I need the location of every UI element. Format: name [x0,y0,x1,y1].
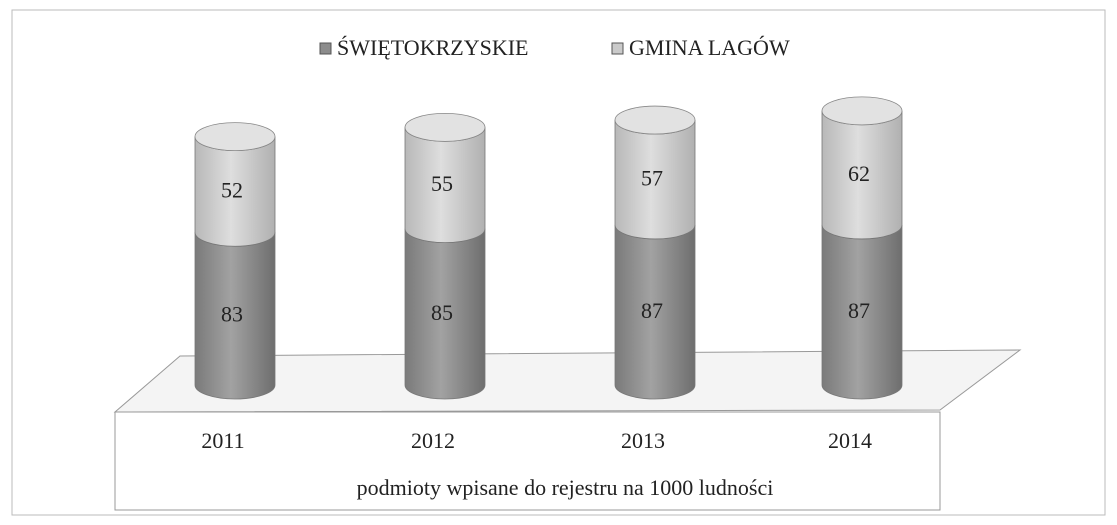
x-tick-label: 2014 [828,428,872,453]
cylinder-cap [194,122,276,152]
data-label: 85 [431,300,453,325]
data-label: 52 [221,177,243,202]
cylinder-cap [821,96,903,126]
x-axis-label: podmioty wpisane do rejestru na 1000 lud… [357,475,774,500]
x-tick-label: 2012 [411,428,455,453]
cylinder-cap [614,105,696,135]
legend-swatch [319,42,332,55]
x-tick-label: 2011 [201,428,244,453]
data-label: 55 [431,171,453,196]
data-label: 62 [848,161,870,186]
data-label: 83 [221,302,243,327]
data-label: 87 [848,298,870,323]
floor-front [114,411,941,511]
legend-label: ŚWIĘTOKRZYSKIE [337,35,528,60]
legend-label: GMINA LAGÓW [629,35,790,60]
cylinder-cap [404,113,486,142]
legend-swatch [611,42,624,55]
x-tick-label: 2013 [621,428,665,453]
data-label: 57 [641,166,663,191]
data-label: 87 [641,298,663,323]
floor [113,349,1022,413]
